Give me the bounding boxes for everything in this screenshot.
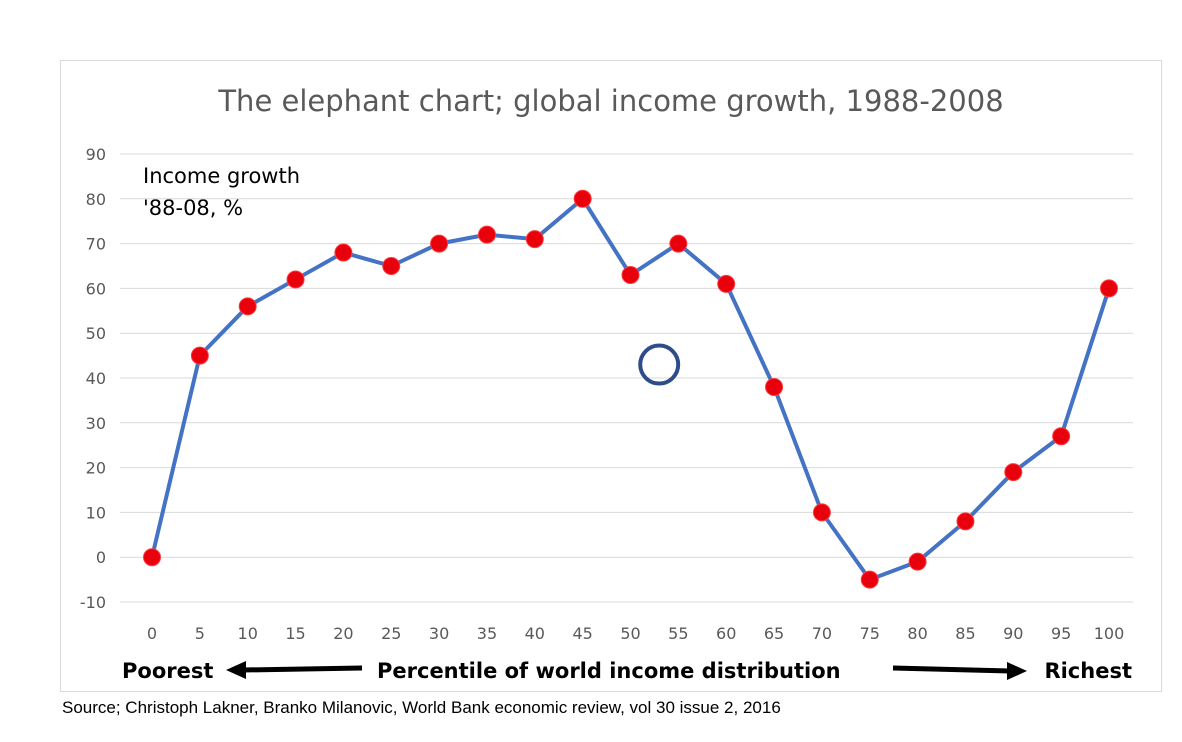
x-tick-label: 5 <box>195 624 205 643</box>
source-note: Source; Christoph Lakner, Branko Milanov… <box>62 698 781 717</box>
data-point <box>669 234 688 253</box>
data-point <box>143 548 161 567</box>
left-arrow-shaft <box>242 665 363 673</box>
data-point <box>812 503 831 522</box>
y-axis-label: Income growth '88-08, % <box>143 160 300 224</box>
right-arrow-head <box>1007 662 1027 680</box>
x-tick-label: 20 <box>333 624 353 643</box>
y-tick-label: 70 <box>86 235 106 254</box>
x-tick-label: 90 <box>1003 624 1023 643</box>
x-tick-label: 75 <box>860 624 880 643</box>
data-point <box>573 189 592 208</box>
x-tick-label: 35 <box>477 624 497 643</box>
data-point <box>382 257 401 275</box>
x-tick-label: 50 <box>620 624 640 643</box>
x-tick-label: 100 <box>1094 624 1125 643</box>
y-tick-label: 0 <box>96 548 106 567</box>
right-arrow-shaft <box>892 665 1011 674</box>
y-axis-label-line-2: '88-08, % <box>143 196 244 220</box>
y-tick-label: 50 <box>86 324 106 343</box>
data-point <box>1052 427 1071 446</box>
left-arrow-head <box>226 661 246 679</box>
y-tick-label: 40 <box>86 369 106 388</box>
data-point <box>525 230 544 249</box>
y-tick-label: 20 <box>86 459 106 478</box>
richest-label: Richest <box>1044 659 1132 683</box>
data-point <box>190 346 209 365</box>
y-axis-label-line-1: Income growth <box>143 164 301 188</box>
y-tick-label: 10 <box>86 503 106 522</box>
x-tick-label: 80 <box>907 624 927 643</box>
x-axis-title: Percentile of world income distribution <box>377 659 841 683</box>
data-point <box>860 570 879 589</box>
x-tick-label: 0 <box>147 624 157 643</box>
x-tick-label: 85 <box>955 624 975 643</box>
x-tick-label: 15 <box>285 624 305 643</box>
x-tick-label: 40 <box>525 624 545 643</box>
x-tick-label: 55 <box>668 624 688 643</box>
x-tick-label: 70 <box>812 624 832 643</box>
data-point <box>1004 463 1023 482</box>
data-point <box>286 270 305 289</box>
annotation-circle <box>638 343 681 386</box>
x-tick-label: 65 <box>764 624 784 643</box>
x-tick-label: 30 <box>429 624 449 643</box>
chart-frame <box>60 60 1162 692</box>
y-tick-label: 60 <box>86 279 106 298</box>
data-point <box>908 552 927 571</box>
data-point <box>621 265 640 284</box>
data-point <box>956 512 975 531</box>
data-point <box>477 225 496 244</box>
data-point <box>238 297 257 316</box>
y-tick-label: -10 <box>80 593 106 612</box>
y-tick-label: 80 <box>86 190 106 209</box>
chart-title: The elephant chart; global income growth… <box>218 84 1004 118</box>
x-tick-label: 95 <box>1051 624 1071 643</box>
x-tick-label: 45 <box>572 624 592 643</box>
data-point <box>430 234 449 253</box>
y-tick-label: 90 <box>86 145 106 164</box>
x-tick-label: 10 <box>238 624 258 643</box>
x-tick-label: 25 <box>381 624 401 643</box>
data-point <box>334 243 353 262</box>
data-point <box>1100 279 1118 298</box>
poorest-label: Poorest <box>122 659 213 683</box>
y-tick-label: 30 <box>86 414 106 433</box>
x-tick-label: 60 <box>716 624 736 643</box>
data-point <box>765 377 784 396</box>
data-point <box>717 274 736 293</box>
